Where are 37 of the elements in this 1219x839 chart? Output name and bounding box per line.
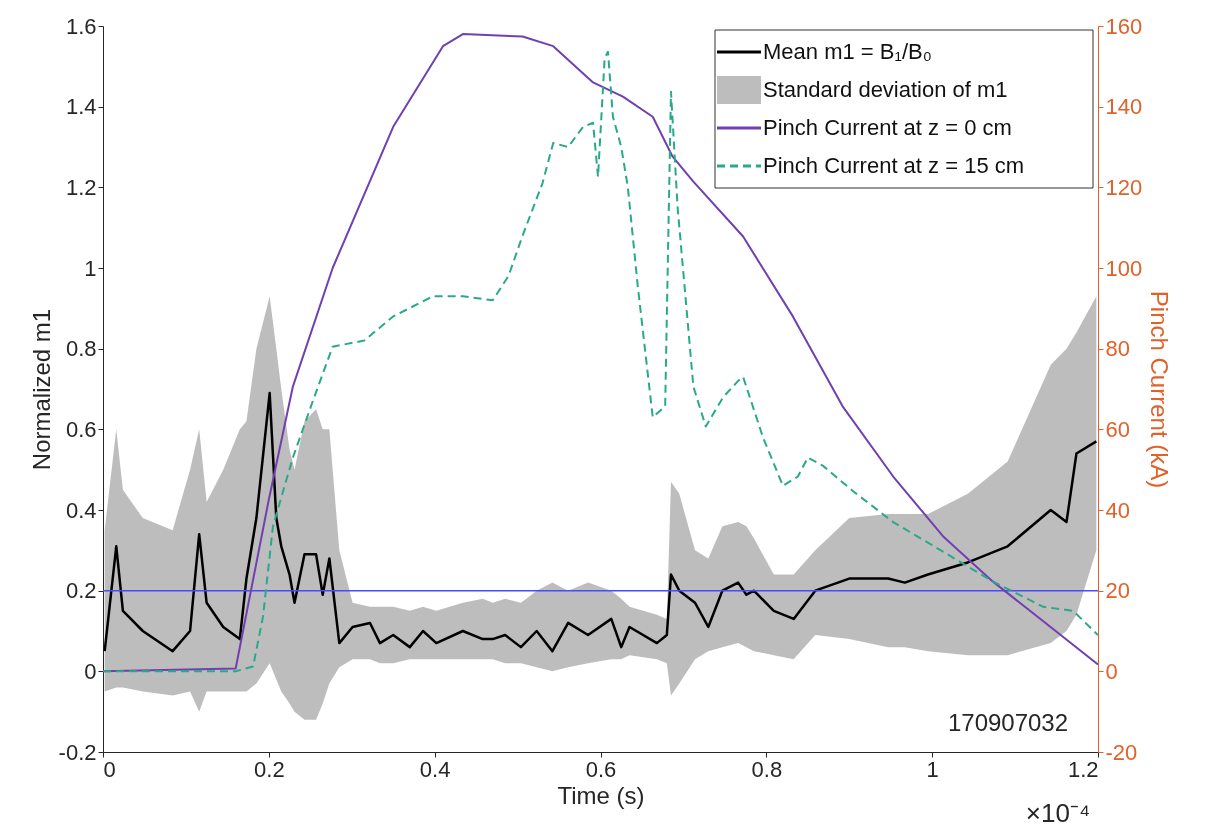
y-tick-label: 0.2	[65, 578, 97, 604]
y2-tick-label: 120	[1105, 174, 1143, 200]
y-tick-label: 0	[84, 658, 97, 684]
y-tick-label: 1.4	[65, 94, 97, 120]
x-tick-label: 1	[926, 756, 939, 782]
y-tick-label: 1	[84, 255, 97, 281]
y2-tick-label: 40	[1105, 497, 1130, 523]
y-tick-label: 0.8	[65, 336, 97, 362]
y2-tick-label: 20	[1105, 578, 1130, 604]
x-axis-title: Time (s)	[557, 781, 645, 809]
x-tick-label: 1.2	[1067, 756, 1099, 782]
y-tick-label: 0.4	[65, 497, 97, 523]
y2-tick-label: 100	[1105, 255, 1143, 281]
y-tick-label: -0.2	[58, 739, 97, 765]
legend-label: Mean m1 = B₁/B₀	[763, 39, 932, 64]
y-tick-label: 1.6	[65, 13, 97, 39]
legend-label: Pinch Current at z = 15 cm	[763, 153, 1025, 178]
y2-tick-label: 0	[1105, 658, 1118, 684]
y2-axis-title: Pinch Current (kA)	[1146, 290, 1174, 489]
x-tick-label: 0.2	[254, 756, 285, 782]
x-tick-label: 0	[103, 756, 116, 782]
x-tick-label: 0.4	[419, 756, 451, 782]
annotation: Standard deviation of m1	[763, 77, 1008, 102]
x-tick-label: 0.8	[751, 756, 783, 782]
y-axis-title: Normalized m1	[27, 308, 55, 471]
y-tick-label: 0.6	[65, 416, 97, 442]
y2-tick-label: 60	[1105, 416, 1130, 442]
text: ×10⁻⁴	[1025, 798, 1091, 828]
annotation: 170907032	[947, 709, 1069, 736]
legend-label: Pinch Current at z = 0 cm	[763, 115, 1012, 140]
line-series	[103, 391, 1098, 653]
y2-tick-label: 140	[1105, 94, 1143, 120]
y2-tick-label: -20	[1105, 739, 1138, 765]
y2-tick-label: 160	[1105, 13, 1143, 39]
x-tick-label: 0.6	[585, 756, 617, 782]
y-tick-label: 1.2	[65, 174, 97, 200]
y2-tick-label: 80	[1105, 336, 1130, 362]
